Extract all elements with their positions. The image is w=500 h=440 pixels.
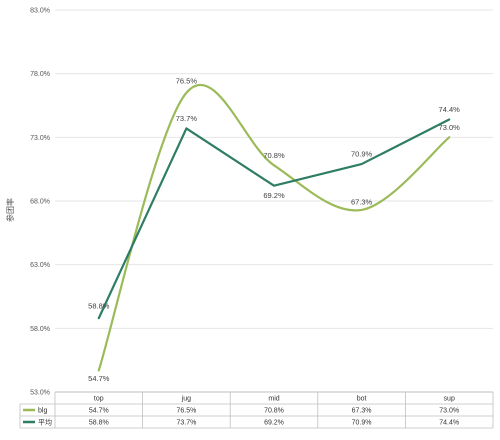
data-label: 54.7% (88, 374, 110, 383)
y-tick-label: 63.0% (30, 262, 50, 269)
table-cell: 67.3% (352, 408, 372, 415)
data-label: 69.2% (263, 191, 285, 200)
data-label: 73.7% (176, 114, 198, 123)
x-category-label: mid (268, 396, 279, 403)
table-cell: 58.8% (89, 420, 109, 427)
y-tick-label: 58.0% (30, 326, 50, 333)
y-tick-labels: 83.0% 78.0% 73.0% 68.0% 63.0% 58.0% 53.0% (30, 8, 50, 397)
data-label: 70.8% (263, 151, 285, 160)
table-cell: 73.0% (439, 408, 459, 415)
data-label: 58.8% (88, 302, 110, 311)
data-label: 76.5% (176, 76, 198, 85)
legend-label: blg (38, 408, 47, 415)
data-table: top jug mid bot sup blg 54.7% 76.5% 70.8% 67.3% 73… (19, 391, 494, 429)
y-tick-label: 73.0% (30, 135, 50, 142)
series-line-平均 (97, 118, 451, 320)
data-label: 73.0% (439, 123, 461, 132)
data-label: 67.3% (351, 197, 373, 206)
table-cell: 69.2% (264, 420, 284, 427)
table-cell: 54.7% (89, 408, 109, 415)
y-tick-label: 53.0% (30, 390, 50, 397)
data-labels: 54.7% 76.5% 70.8% 67.3% 73.0% 58.8% 73.7% 69.2%… (88, 76, 460, 383)
table-cell: 73.7% (176, 420, 196, 427)
table-cell: 76.5% (176, 408, 196, 415)
data-label: 74.4% (439, 105, 461, 114)
table-cell: 70.9% (352, 420, 372, 427)
x-category-label: sup (444, 396, 455, 403)
x-category-label: top (94, 396, 104, 403)
x-category-label: bot (357, 396, 367, 403)
gridlines (55, 9, 493, 393)
legend-label: 平均 (38, 418, 52, 427)
series-lines (97, 83, 451, 372)
data-label: 70.9% (351, 150, 373, 159)
table-cell: 74.4% (439, 420, 459, 427)
y-axis-label: 参团率 (5, 198, 15, 222)
x-category-label: jug (181, 396, 191, 403)
y-tick-label: 78.0% (30, 71, 50, 78)
series-line-blg (97, 83, 451, 372)
y-tick-label: 68.0% (30, 199, 50, 206)
table-cell: 70.8% (264, 408, 284, 415)
y-tick-label: 83.0% (30, 8, 50, 15)
